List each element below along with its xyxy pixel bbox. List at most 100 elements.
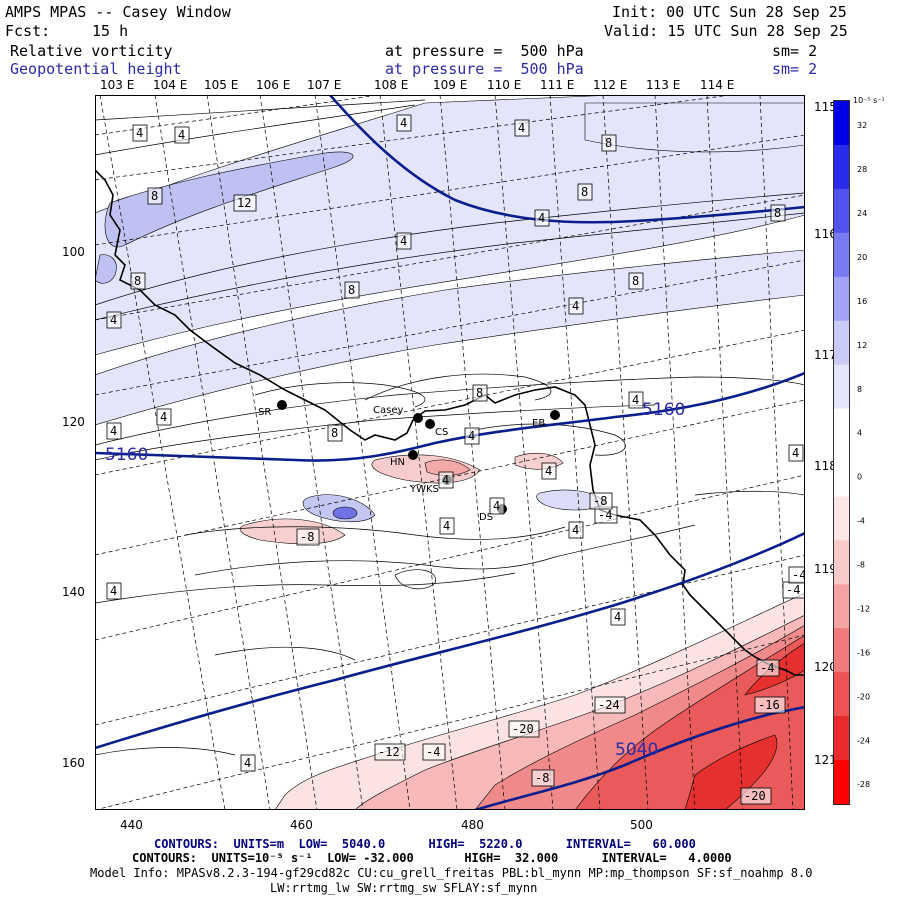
vorticity-value: -20: [744, 789, 766, 803]
colorbar-label: -8: [857, 561, 865, 570]
vorticity-value-box: 4: [439, 517, 455, 535]
vorticity-value-box: 4: [514, 119, 530, 137]
height-contours: [95, 95, 805, 810]
vorticity-value-box: -20: [508, 720, 540, 738]
vorticity-value: -4: [786, 583, 800, 597]
vorticity-map: SR Casey CS EB HN YWKS DS 4 4 4 4 8 8 12 8 4 4 8 8 8…: [95, 95, 805, 810]
model-info: Model Info: MPASv8.2.3-194-gf29cd82c CU:…: [90, 866, 813, 880]
x-tick: 440: [120, 818, 143, 832]
vorticity-value-box: 4: [396, 114, 412, 132]
colorbar-label: -24: [857, 736, 870, 745]
lon-label: 105 E: [204, 78, 239, 92]
vorticity-value: 4: [493, 499, 500, 513]
vorticity-value: 8: [151, 189, 158, 203]
vorticity-value: -8: [593, 494, 607, 508]
colorbar-label: 4: [857, 429, 862, 438]
colorbar-label: -20: [857, 692, 870, 701]
height-label: 5040: [615, 740, 658, 760]
colorbar-label: 28: [857, 165, 867, 174]
vorticity-value: 4: [110, 424, 117, 438]
colorbar-swatch: [834, 320, 849, 366]
vorticity-value: -4: [598, 508, 612, 522]
station-label: CS: [435, 427, 448, 438]
station-marker-eb: [550, 410, 560, 420]
vorticity-value: 8: [605, 136, 612, 150]
plot-title: AMPS MPAS -- Casey Window: [5, 3, 231, 21]
vorticity-value-box: 4: [628, 391, 644, 409]
y-tick: 120: [62, 415, 85, 429]
vorticity-value: 4: [400, 234, 407, 248]
forecast-hour: 15 h: [92, 22, 129, 40]
vorticity-value: 4: [572, 299, 579, 313]
station-marker-sr: [277, 400, 287, 410]
vorticity-value: -4: [426, 745, 440, 759]
valid-time: Valid: 15 UTC Sun 28 Sep 25: [604, 22, 848, 40]
negative-vorticity-core: [684, 734, 778, 810]
colorbar-swatch: [834, 628, 849, 673]
vorticity-value: 4: [614, 610, 621, 624]
vorticity-value-box: 8: [601, 134, 617, 152]
colorbar-swatch: [834, 408, 849, 453]
colorbar-swatch: [834, 496, 849, 541]
lon-label: 112 E: [593, 78, 628, 92]
vorticity-value: 8: [581, 185, 588, 199]
colorbar: 10⁻⁵ s⁻¹ 32 28 24 20 16 12 8 4 0 -4 -8 -12 -16 -20 -24…: [833, 96, 885, 805]
lon-label: 107 E: [307, 78, 342, 92]
height-label: 5160: [642, 400, 685, 420]
vorticity-value: -4: [760, 661, 774, 675]
vorticity-value-box: 4: [106, 422, 122, 440]
vorticity-value: 8: [774, 206, 781, 220]
vorticity-value: 4: [792, 446, 799, 460]
vorticity-value: 8: [632, 274, 639, 288]
height-contour-info: CONTOURS: UNITS=m LOW= 5040.0 HIGH= 5220…: [154, 837, 696, 851]
vorticity-value-box: -8: [589, 492, 613, 510]
vorticity-value-box: -12: [374, 743, 406, 761]
vorticity-value: 4: [110, 313, 117, 327]
vorticity-value: -12: [378, 745, 400, 759]
vorticity-value-box: 4: [132, 124, 148, 142]
vorticity-value: -8: [300, 530, 314, 544]
colorbar-swatch: [834, 364, 849, 410]
vorticity-value: -20: [512, 722, 534, 736]
vorticity-value: 4: [468, 429, 475, 443]
vorticity-value: 4: [136, 126, 143, 140]
vorticity-value: 4: [572, 523, 579, 537]
vorticity-value-box: 4: [489, 497, 505, 515]
colorbar-swatch: [834, 716, 849, 761]
vorticity-value: -24: [598, 698, 620, 712]
colorbar-label: -16: [857, 648, 870, 657]
vorticity-value-box: -8: [296, 528, 320, 546]
lon-label: 111 E: [540, 78, 575, 92]
map-frame: [95, 95, 805, 810]
station-label: SR: [258, 407, 271, 418]
vorticity-value-box: 4: [396, 232, 412, 250]
forecast-label: Fcst:: [5, 22, 51, 40]
vorticity-value-box: 8: [130, 272, 146, 290]
field1-level: at pressure = 500 hPa: [385, 42, 584, 60]
vorticity-value-box: -4: [422, 743, 446, 761]
vorticity-value-box: 4: [106, 311, 122, 329]
vorticity-value-box: -8: [531, 769, 555, 787]
vorticity-value: 4: [110, 584, 117, 598]
lon-label: 103 E: [100, 78, 135, 92]
field1-smooth: sm= 2: [772, 42, 818, 60]
vorticity-value: 4: [538, 211, 545, 225]
vorticity-value: 8: [331, 426, 338, 440]
colorbar-label: -12: [857, 604, 870, 613]
vorticity-value: 8: [134, 274, 141, 288]
vorticity-value: 4: [244, 756, 251, 770]
vorticity-value-box: -4: [756, 659, 780, 677]
vorticity-value-box: 4: [534, 209, 550, 227]
field1-name: Relative vorticity: [10, 42, 173, 60]
vorticity-contour-info: CONTOURS: UNITS=10⁻⁵ s⁻¹ LOW= -32.000 HI…: [132, 851, 732, 865]
vorticity-value-box: 4: [106, 582, 122, 600]
vorticity-value-box: -4: [788, 566, 805, 584]
station-label: EB: [532, 418, 545, 429]
x-tick: 460: [290, 818, 313, 832]
colorbar-swatch: [834, 760, 849, 805]
colorbar-swatch: [834, 188, 849, 234]
colorbar-swatch: [834, 540, 849, 585]
colorbar-label: 0: [857, 473, 862, 482]
station-label: YWKS: [409, 484, 439, 495]
